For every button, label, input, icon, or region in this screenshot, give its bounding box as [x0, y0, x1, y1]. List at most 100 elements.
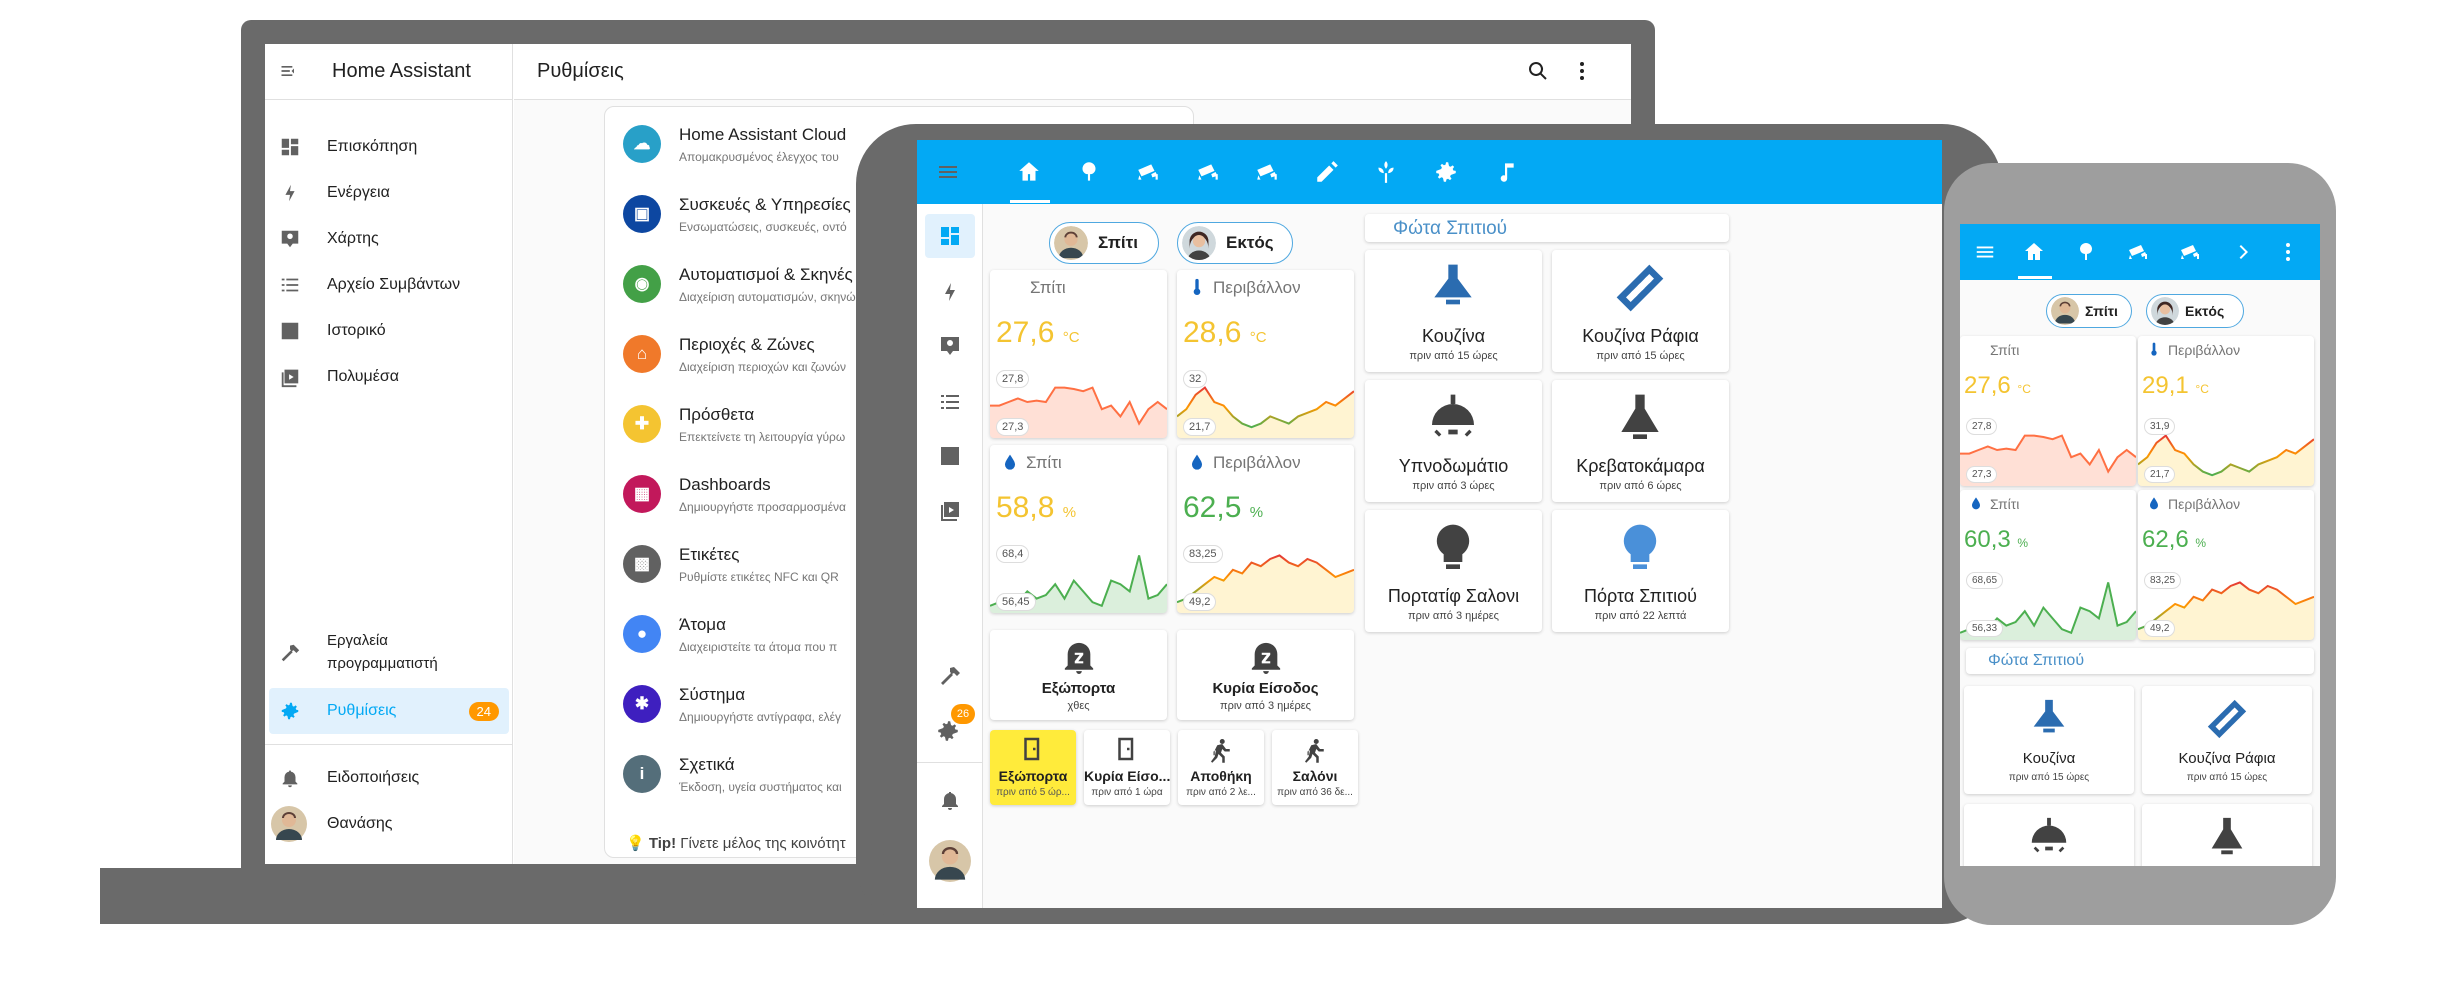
sensor-card[interactable]: Περιβάλλον 62,5 % 83,25 49,2: [1177, 445, 1354, 613]
home-icon[interactable]: [2022, 240, 2046, 264]
lamp-icon: [1425, 520, 1481, 576]
chevron-right-icon[interactable]: [2232, 240, 2256, 264]
flower-icon[interactable]: [1373, 159, 1399, 185]
sensor-unit: %: [1062, 504, 1077, 521]
sensor-unit: %: [1249, 504, 1264, 521]
sidebar-item-map[interactable]: Χάρτης: [265, 216, 513, 262]
avatar: [271, 806, 307, 842]
bell-icon[interactable]: [938, 788, 962, 812]
config-item[interactable]: ▣ Συσκευές & Υπηρεσίες Ενσωματώσεις, συσκε…: [623, 187, 1183, 247]
sidebar-label: Ιστορικό: [327, 322, 386, 339]
config-item-subtitle: Δημιουργήστε αντίγραφα, ελέγ: [679, 710, 842, 724]
sensor-tile[interactable]: Κυρία Είσο... πριν από 1 ώρα: [1084, 730, 1170, 805]
light-card[interactable]: Κρεβατοκάμαρα πριν από 6 ώρες: [1552, 380, 1729, 502]
cctv-icon[interactable]: [1195, 159, 1221, 185]
more-vert-icon[interactable]: [1570, 59, 1594, 83]
hammer-icon[interactable]: [938, 664, 962, 688]
menu-icon[interactable]: [1974, 241, 1996, 263]
sensor-card[interactable]: Σπίτι 27,6 °C 27,8 27,3: [990, 270, 1167, 438]
light-card[interactable]: Πόρτα Σπιτιού πριν από 22 λεπτά: [1552, 510, 1729, 632]
sidebar-item-logbook[interactable]: Αρχείο Συμβάντων: [265, 262, 513, 308]
light-card[interactable]: Κουζίνα πριν από 15 ώρες: [1964, 686, 2134, 794]
light-card[interactable]: Κουζίνα πριν από 15 ώρες: [1365, 250, 1542, 372]
config-item-title: Πρόσθετα: [679, 405, 755, 424]
config-item[interactable]: ▩ Ετικέτες Ρυθμίστε ετικέτες NFC και QR: [623, 537, 1183, 597]
cctv-icon[interactable]: [1254, 159, 1280, 185]
config-item[interactable]: ✱ Σύστημα Δημιουργήστε αντίγραφα, ελέγ: [623, 677, 1183, 737]
phone-toolbar: [1960, 224, 2320, 280]
gear-icon[interactable]: [935, 718, 961, 744]
sidebar-item-energy[interactable]: Ενέργεια: [265, 170, 513, 216]
lights-header-card: Φώτα Σπιτιού: [1365, 214, 1729, 242]
sensor-tile[interactable]: Σαλόνι πριν από 36 δε...: [1272, 730, 1358, 805]
phone-screen: Σπίτι Εκτός Σπίτι 27,6 °C 27,8 27,3 Περιβάλλ…: [1960, 224, 2320, 866]
config-item[interactable]: ☁ Home Assistant Cloud Απομακρυσμένος έλεγ…: [623, 117, 1183, 177]
avatar[interactable]: [929, 840, 971, 882]
walk-icon: [1300, 734, 1330, 764]
config-item[interactable]: ✚ Πρόσθετα Επεκτείνετε τη λειτουργία γύρω: [623, 397, 1183, 457]
sensor-card[interactable]: Περιβάλλον 29,1 °C 31,9 21,7: [2138, 336, 2314, 486]
light-card[interactable]: Κουζίνα Ράφια πριν από 15 ώρες: [2142, 686, 2312, 794]
config-item[interactable]: ◉ Αυτοματισμοί & Σκηνές Διαχείριση αυτοματ…: [623, 257, 1183, 317]
sensor-card[interactable]: Σπίτι 58,8 % 68,4 56,45: [990, 445, 1167, 613]
search-icon[interactable]: [1526, 59, 1550, 83]
light-card[interactable]: [2142, 804, 2312, 866]
sidebar-item-history[interactable]: Ιστορικό: [265, 308, 513, 354]
cctv-icon[interactable]: [2178, 240, 2202, 264]
sidebar-item-overview[interactable]: [925, 214, 975, 258]
sensor-card[interactable]: Περιβάλλον 62,6 % 83,25 49,2: [2138, 490, 2314, 640]
page-title: Ρυθμίσεις: [537, 60, 624, 82]
person-chip-away[interactable]: Εκτός: [1177, 222, 1293, 264]
light-card[interactable]: [1964, 804, 2134, 866]
map-icon[interactable]: [938, 334, 962, 358]
bolt-icon[interactable]: [938, 280, 962, 304]
home-icon[interactable]: [1016, 159, 1042, 185]
config-item[interactable]: i Σχετικά Έκδοση, υγεία συστήματος και: [623, 747, 1183, 807]
sidebar-item-settings[interactable]: Ρυθμίσεις 24: [269, 688, 509, 734]
menu-icon[interactable]: [935, 160, 961, 184]
config-item-subtitle: Απομακρυσμένος έλεγχος του: [679, 150, 839, 164]
tree-icon[interactable]: [1076, 159, 1102, 185]
pencil-icon[interactable]: [1314, 159, 1340, 185]
sensor-value-number: 27,6: [996, 316, 1055, 349]
cctv-icon[interactable]: [2126, 240, 2150, 264]
person-chip-away[interactable]: Εκτός: [2146, 294, 2244, 328]
config-item-icon: ✱: [623, 685, 661, 723]
sidebar-item-media[interactable]: Πολυμέσα: [265, 354, 513, 400]
light-card[interactable]: Κουζίνα Ράφια πριν από 15 ώρες: [1552, 250, 1729, 372]
light-last-changed: πριν από 22 λεπτά: [1594, 610, 1687, 622]
sensor-tile[interactable]: Εξώπορτα πριν από 5 ώρ...: [990, 730, 1076, 805]
person-chip-home[interactable]: Σπίτι: [1049, 222, 1159, 264]
menu-icon[interactable]: [279, 61, 299, 81]
sensor-tile[interactable]: Αποθήκη πριν από 2 λε...: [1178, 730, 1264, 805]
tree-icon[interactable]: [2074, 240, 2098, 264]
person-chip-home[interactable]: Σπίτι: [2046, 294, 2132, 328]
sidebar-item-overview[interactable]: Επισκόπηση: [265, 124, 513, 170]
sidebar-item-developer-tools[interactable]: Εργαλεία προγραμματιστή: [265, 624, 513, 684]
cctv-icon[interactable]: [1135, 159, 1161, 185]
sensor-value-number: 62,5: [1183, 491, 1242, 524]
door-card[interactable]: Εξώπορτα χθες: [990, 630, 1167, 720]
sidebar-item-notifications[interactable]: Ειδοποιήσεις: [265, 755, 513, 801]
sensor-value: 60,3 %: [1964, 526, 2028, 554]
media-icon[interactable]: [938, 498, 962, 522]
config-item[interactable]: ⌂ Περιοχές & Ζώνες Διαχείριση περιοχών και…: [623, 327, 1183, 387]
light-name: Πόρτα Σπιτιού: [1584, 586, 1697, 606]
history-icon[interactable]: [938, 444, 962, 468]
more-vert-icon[interactable]: [2276, 240, 2300, 264]
light-card[interactable]: Πορτατίφ Σαλονι πριν από 3 ημέρες: [1365, 510, 1542, 632]
door-card[interactable]: Κυρία Είσοδος πριν από 3 ημέρες: [1177, 630, 1354, 720]
music-icon[interactable]: [1492, 159, 1518, 185]
sensor-card[interactable]: Σπίτι 27,6 °C 27,8 27,3: [1960, 336, 2136, 486]
light-last-changed: πριν από 15 ώρες: [2008, 772, 2090, 783]
logbook-icon[interactable]: [938, 390, 962, 414]
gear-icon[interactable]: [1433, 159, 1459, 185]
light-card[interactable]: Υπνοδωμάτιο πριν από 3 ώρες: [1365, 380, 1542, 502]
sidebar-item-user[interactable]: Θανάσης: [265, 801, 513, 847]
sensor-card[interactable]: Περιβάλλον 28,6 °C 32 21,7: [1177, 270, 1354, 438]
sensor-card[interactable]: Σπίτι 60,3 % 68,65 56,33: [1960, 490, 2136, 640]
config-item-title: Σχετικά: [679, 755, 735, 774]
sensor-graph: [1177, 541, 1354, 613]
config-item[interactable]: ● Άτομα Διαχειριστείτε τα άτομα που π: [623, 607, 1183, 667]
config-item[interactable]: ▦ Dashboards Δημιουργήστε προσαρμοσμένα: [623, 467, 1183, 527]
